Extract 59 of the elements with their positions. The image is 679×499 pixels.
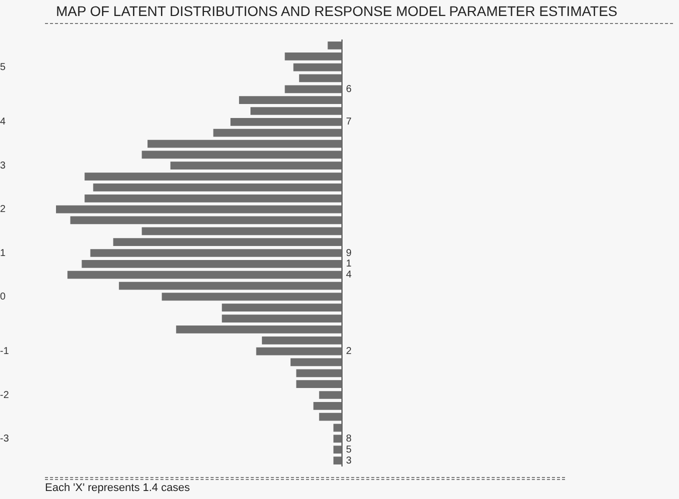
bar	[333, 434, 342, 443]
bar	[333, 424, 342, 432]
y2-tick-label: 1	[346, 258, 352, 270]
bar	[293, 63, 342, 72]
bar	[142, 227, 342, 236]
bar	[142, 150, 342, 159]
bar	[90, 249, 342, 257]
y-tick-label: -3	[0, 433, 10, 444]
bar	[113, 238, 342, 246]
y-tick-label: 3	[0, 160, 6, 172]
bar	[70, 216, 342, 224]
y-tick-label: -2	[0, 390, 10, 401]
bar	[296, 369, 342, 378]
bar	[213, 128, 342, 137]
y2-tick-label: 7	[346, 116, 352, 128]
bar	[93, 184, 342, 192]
bar	[333, 446, 342, 454]
bar	[148, 140, 342, 148]
y-tick-label: 1	[0, 248, 6, 259]
y-tick-label: -1	[0, 346, 10, 358]
y2-tick-label: 3	[346, 455, 352, 466]
bar	[222, 304, 342, 312]
bar	[67, 270, 342, 279]
chart-title: MAP OF LATENT DISTRIBUTIONS AND RESPONSE MODEL PARAMETER ESTIMATES	[56, 3, 618, 19]
bar	[84, 172, 342, 180]
bar	[284, 52, 342, 60]
bar	[222, 314, 342, 322]
bar	[333, 456, 342, 464]
y-tick-label: 0	[0, 291, 6, 302]
bar	[250, 107, 342, 115]
y2-tick-label: 9	[346, 248, 352, 259]
y2-tick-label: 6	[346, 84, 352, 95]
bar	[319, 391, 342, 399]
text: Each 'X' represents 1.4 cases	[45, 482, 190, 494]
bar	[256, 347, 342, 356]
bar	[56, 205, 342, 214]
bar	[230, 118, 342, 126]
y-tick-label: 4	[0, 116, 6, 128]
bar	[84, 194, 342, 202]
bar	[284, 85, 342, 94]
bar	[239, 96, 342, 104]
bar	[296, 380, 342, 388]
bar	[118, 282, 342, 290]
bar	[313, 402, 342, 410]
bar	[176, 326, 342, 334]
bar	[290, 358, 342, 366]
bar	[299, 74, 342, 82]
y2-tick-label: 4	[346, 270, 352, 281]
y-tick-label: 5	[0, 62, 6, 74]
y2-tick-label: 8	[346, 433, 352, 444]
bar	[262, 336, 342, 344]
bar	[319, 412, 342, 421]
bar	[82, 260, 342, 268]
bar	[328, 42, 342, 50]
bar	[162, 292, 342, 301]
bar	[170, 162, 342, 170]
y-tick-label: 2	[0, 204, 6, 216]
y2-tick-label: 5	[346, 444, 352, 456]
y2-tick-label: 2	[346, 346, 352, 358]
